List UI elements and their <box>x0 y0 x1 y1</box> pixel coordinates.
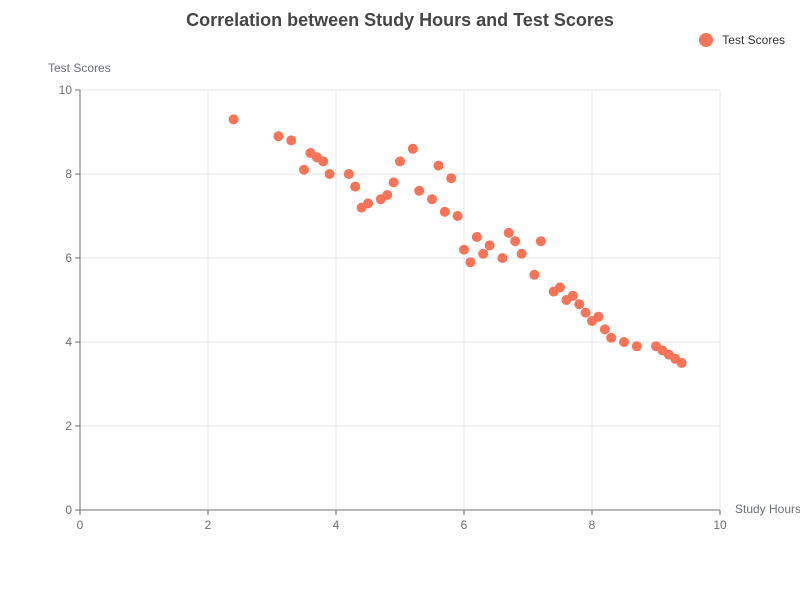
scatter-point[interactable] <box>555 282 565 293</box>
y-tick-label: 6 <box>65 251 72 265</box>
x-tick-label: 0 <box>77 518 84 532</box>
y-tick-label: 2 <box>65 419 72 433</box>
scatter-point[interactable] <box>471 232 482 242</box>
x-tick-label: 8 <box>589 518 596 532</box>
scatter-point[interactable] <box>439 206 450 217</box>
scatter-point[interactable] <box>631 341 642 352</box>
scatter-point[interactable] <box>382 190 393 200</box>
scatter-point[interactable] <box>286 135 297 146</box>
scatter-point[interactable] <box>395 156 405 167</box>
legend-label-test-scores: Test Scores <box>722 33 785 47</box>
scatter-point[interactable] <box>619 337 629 347</box>
scatter-point[interactable] <box>356 202 367 213</box>
scatter-point[interactable] <box>657 345 668 356</box>
scatter-point[interactable] <box>606 332 617 343</box>
y-tick-label: 4 <box>65 335 72 349</box>
scatter-point[interactable] <box>452 211 463 221</box>
scatter-point[interactable] <box>363 198 373 209</box>
scatter-point[interactable] <box>375 194 386 205</box>
scatter-point[interactable] <box>663 349 674 360</box>
scatter-point[interactable] <box>510 236 521 247</box>
scatter-point[interactable] <box>548 286 559 297</box>
scatter-point[interactable] <box>305 148 316 158</box>
scatter-point[interactable] <box>567 290 578 301</box>
scatter-point[interactable] <box>561 295 572 305</box>
x-axis-title: Study Hours <box>735 502 800 516</box>
scatter-point[interactable] <box>273 131 284 142</box>
chart-title: Correlation between Study Hours and Test… <box>186 10 614 30</box>
scatter-point[interactable] <box>478 248 489 259</box>
y-tick-label: 0 <box>65 503 72 517</box>
scatter-point[interactable] <box>407 143 418 154</box>
legend[interactable]: Test Scores <box>699 33 785 47</box>
scatter-point[interactable] <box>343 169 354 179</box>
x-tick-label: 6 <box>461 518 468 532</box>
scatter-point[interactable] <box>497 253 508 263</box>
scatter-point[interactable] <box>574 299 585 310</box>
scatter-point[interactable] <box>414 185 425 196</box>
grid-layer <box>80 89 721 510</box>
scatter-point[interactable] <box>535 236 546 247</box>
scatter-point[interactable] <box>324 169 335 179</box>
scatter-point[interactable] <box>350 181 361 192</box>
scatter-point[interactable] <box>388 177 399 188</box>
scatter-point[interactable] <box>651 341 661 352</box>
scatter-point[interactable] <box>670 353 681 364</box>
points-layer <box>228 114 687 368</box>
y-tick-label: 10 <box>59 83 73 97</box>
scatter-point[interactable] <box>311 152 322 163</box>
legend-swatch-test-scores <box>699 33 714 47</box>
scatter-point[interactable] <box>580 307 591 318</box>
axis-layer: 0 2 4 6 8 10 0 2 4 6 8 10 <box>59 83 727 532</box>
scatter-point[interactable] <box>465 257 476 268</box>
scatter-point[interactable] <box>529 269 540 280</box>
scatter-point[interactable] <box>676 358 687 368</box>
x-tick-label: 10 <box>713 518 727 532</box>
scatter-point[interactable] <box>599 324 610 335</box>
scatter-point[interactable] <box>503 227 514 238</box>
scatter-point[interactable] <box>228 114 239 125</box>
scatter-point[interactable] <box>587 316 597 326</box>
scatter-point[interactable] <box>459 244 469 255</box>
y-axis-title: Test Scores <box>48 61 111 75</box>
scatter-point[interactable] <box>433 160 444 171</box>
scatter-point[interactable] <box>593 311 604 322</box>
scatter-point[interactable] <box>299 164 309 175</box>
scatter-point[interactable] <box>427 194 437 205</box>
scatter-point[interactable] <box>516 248 527 259</box>
scatter-point[interactable] <box>484 240 495 251</box>
scatter-point[interactable] <box>318 156 329 167</box>
x-tick-label: 2 <box>205 518 212 532</box>
x-tick-label: 4 <box>333 518 340 532</box>
scatter-point[interactable] <box>446 173 457 184</box>
y-tick-label: 8 <box>65 167 72 181</box>
